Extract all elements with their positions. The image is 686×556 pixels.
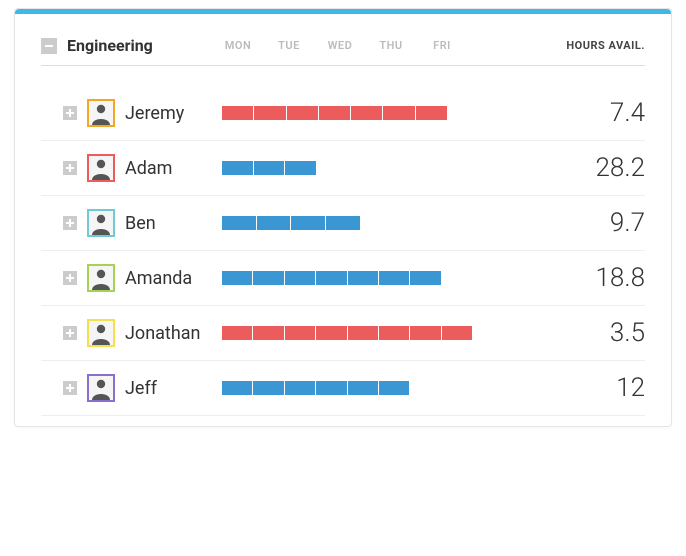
bar-segment: [379, 381, 409, 395]
bar-segment: [316, 381, 346, 395]
bar-segment: [285, 161, 316, 175]
person-row: Jeremy 7.4: [41, 92, 645, 141]
day-header-tue: TUE: [273, 39, 305, 52]
bar-segment: [379, 271, 409, 285]
day-header-fri: FRI: [426, 39, 458, 52]
allocation-bar-cell: [222, 106, 482, 120]
bar-segment: [257, 216, 291, 230]
person-row: Adam 28.2: [41, 141, 645, 196]
allocation-bar-cell: [222, 161, 482, 175]
expand-icon[interactable]: [63, 106, 77, 120]
person-cell: Ben: [41, 209, 222, 237]
bar-segment: [319, 106, 350, 120]
bar-segment: [222, 161, 253, 175]
expand-icon[interactable]: [63, 216, 77, 230]
bar-segment: [379, 326, 409, 340]
allocation-bar-cell: [222, 381, 482, 395]
person-cell: Jeremy: [41, 99, 222, 127]
group-header: Engineering MON TUE WED THU FRI HOURS AV…: [41, 36, 645, 66]
bar-segment: [253, 271, 283, 285]
bar-segment: [285, 326, 315, 340]
avatar[interactable]: [87, 264, 115, 292]
bar-segment: [348, 326, 378, 340]
allocation-bar[interactable]: [222, 161, 316, 175]
avatar[interactable]: [87, 319, 115, 347]
bar-segment: [316, 271, 346, 285]
person-name: Ben: [125, 213, 156, 234]
avatar[interactable]: [87, 99, 115, 127]
allocation-bar[interactable]: [222, 326, 472, 340]
bar-segment: [253, 381, 283, 395]
bar-segment: [254, 161, 285, 175]
bar-segment: [410, 326, 440, 340]
hours-available: 18.8: [596, 263, 646, 293]
person-name: Amanda: [125, 268, 192, 289]
person-name: Jonathan: [125, 323, 200, 344]
people-rows: Jeremy 7.4 Adam 28.2 Ben 9.7 Amanda 18.8 Jonatha…: [41, 92, 645, 416]
bar-segment: [442, 326, 472, 340]
expand-icon[interactable]: [63, 326, 77, 340]
bar-segment: [285, 381, 315, 395]
day-headers: MON TUE WED THU FRI: [222, 39, 482, 52]
bar-segment: [348, 381, 378, 395]
person-row: Jeff 12: [41, 361, 645, 416]
person-row: Jonathan 3.5: [41, 306, 645, 361]
expand-icon[interactable]: [63, 161, 77, 175]
bar-segment: [222, 381, 252, 395]
collapse-icon[interactable]: [41, 38, 57, 54]
hours-available: 28.2: [596, 153, 646, 183]
person-cell: Amanda: [41, 264, 222, 292]
bar-segment: [254, 106, 285, 120]
person-row: Amanda 18.8: [41, 251, 645, 306]
bar-segment: [351, 106, 382, 120]
allocation-bar-cell: [222, 271, 482, 285]
bar-segment: [253, 326, 283, 340]
person-cell: Adam: [41, 154, 222, 182]
day-header-thu: THU: [375, 39, 407, 52]
expand-icon[interactable]: [63, 271, 77, 285]
allocation-bar[interactable]: [222, 271, 441, 285]
bar-segment: [222, 216, 256, 230]
allocation-bar-cell: [222, 216, 482, 230]
person-name: Adam: [125, 158, 172, 179]
hours-available: 12: [616, 373, 645, 403]
bar-segment: [316, 326, 346, 340]
person-name: Jeremy: [125, 103, 184, 124]
day-header-mon: MON: [222, 39, 254, 52]
bar-segment: [222, 326, 252, 340]
bar-segment: [291, 216, 325, 230]
bar-segment: [287, 106, 318, 120]
hours-header: HOURS AVAIL.: [566, 39, 645, 52]
person-row: Ben 9.7: [41, 196, 645, 251]
avatar[interactable]: [87, 374, 115, 402]
bar-segment: [222, 106, 253, 120]
bar-segment: [410, 271, 440, 285]
allocation-bar[interactable]: [222, 381, 410, 395]
bar-segment: [326, 216, 360, 230]
avatar[interactable]: [87, 209, 115, 237]
group-title: Engineering: [67, 36, 222, 55]
day-header-wed: WED: [324, 39, 356, 52]
hours-available: 3.5: [610, 318, 645, 348]
avatar[interactable]: [87, 154, 115, 182]
person-cell: Jonathan: [41, 319, 222, 347]
availability-panel: Engineering MON TUE WED THU FRI HOURS AV…: [14, 8, 672, 427]
allocation-bar-cell: [222, 326, 482, 340]
bar-segment: [222, 271, 252, 285]
hours-available: 7.4: [610, 98, 645, 128]
bar-segment: [285, 271, 315, 285]
hours-available: 9.7: [610, 208, 645, 238]
allocation-bar[interactable]: [222, 216, 360, 230]
bar-segment: [348, 271, 378, 285]
expand-icon[interactable]: [63, 381, 77, 395]
allocation-bar[interactable]: [222, 106, 447, 120]
bar-segment: [383, 106, 414, 120]
person-name: Jeff: [125, 378, 157, 399]
person-cell: Jeff: [41, 374, 222, 402]
bar-segment: [416, 106, 447, 120]
